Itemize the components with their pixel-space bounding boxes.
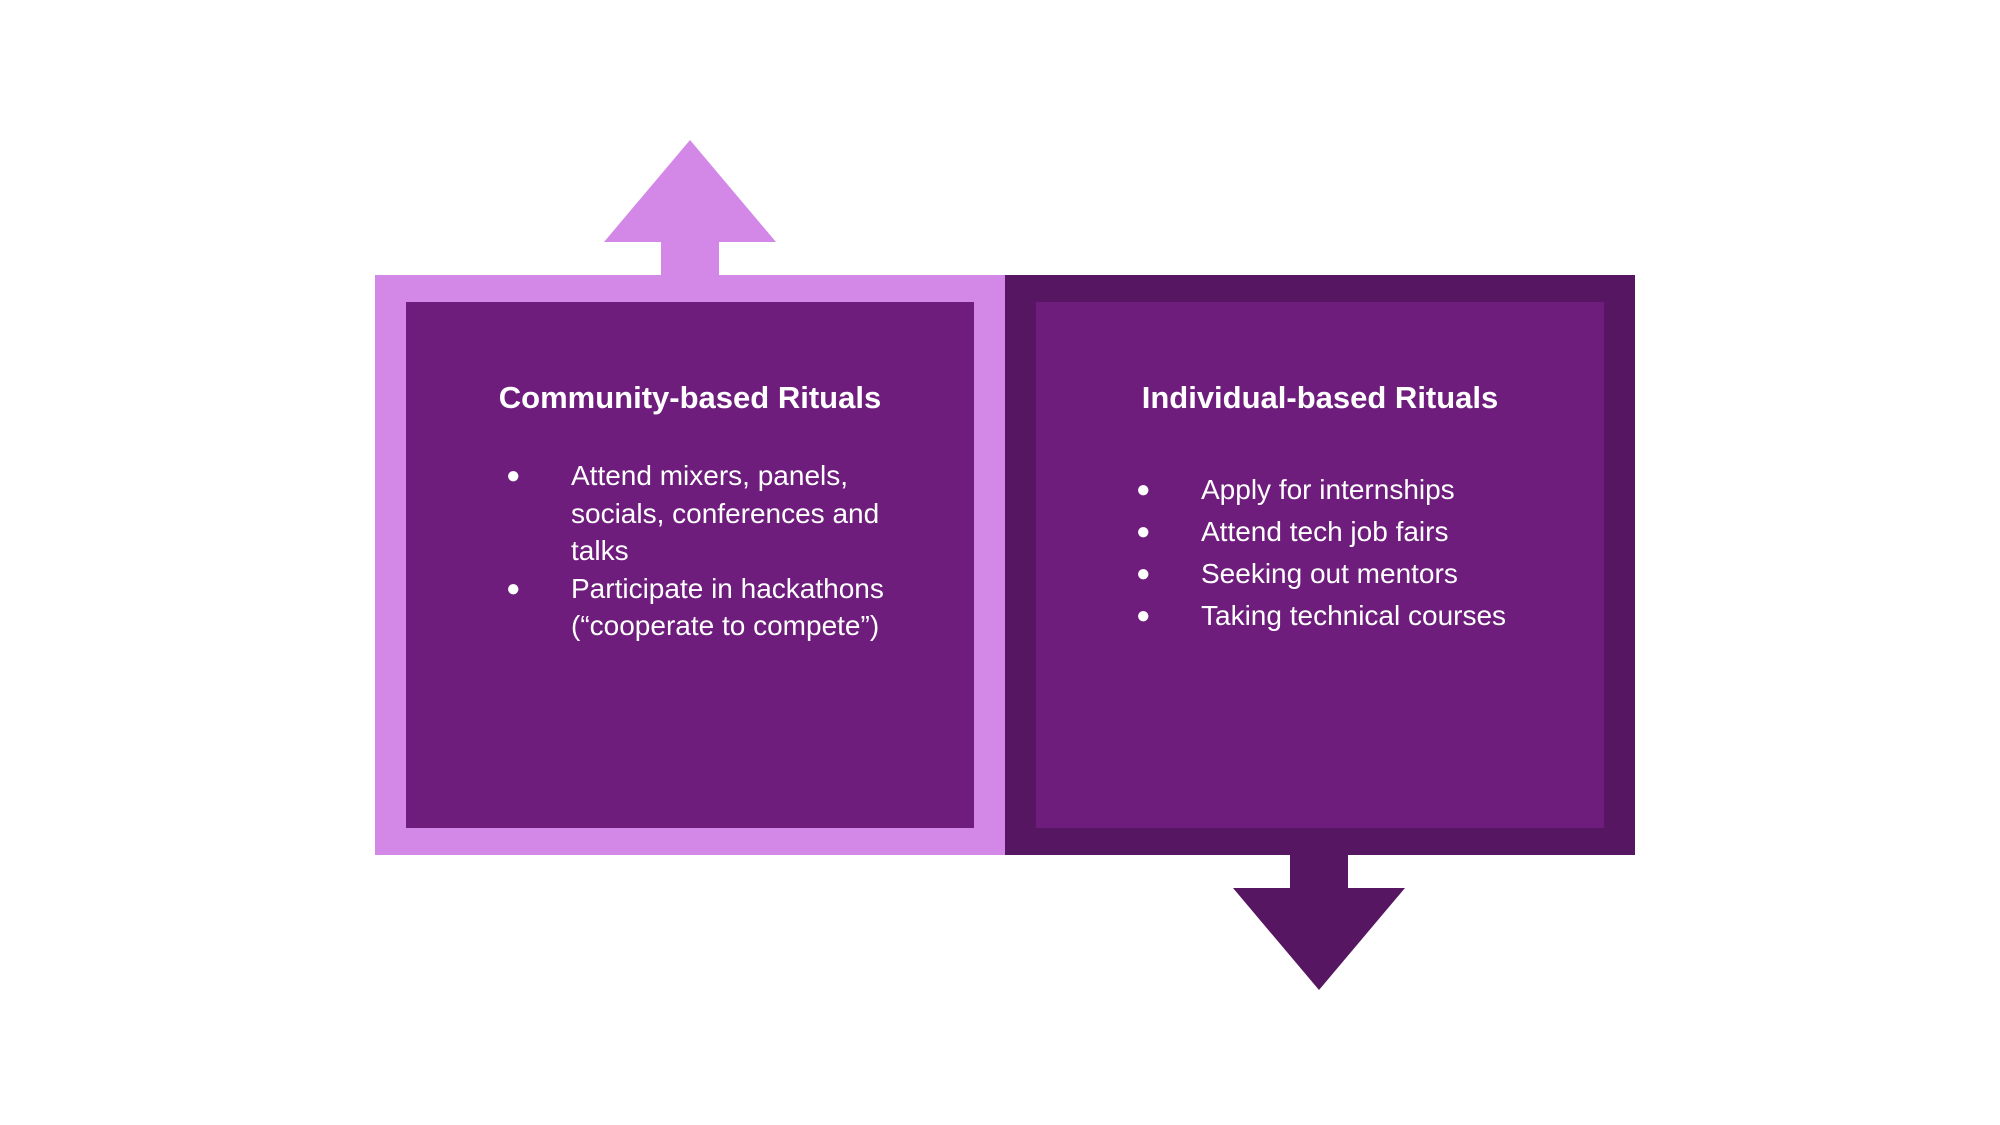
list-item-text: Seeking out mentors: [1201, 558, 1458, 589]
list-item-text: Participate in hackathons (“cooperate to…: [571, 572, 884, 642]
list-item-text: Taking technical courses: [1201, 600, 1507, 631]
bullet-icon: ●: [506, 574, 521, 602]
bullet-icon: ●: [1136, 602, 1151, 629]
community-rituals-title: Community-based Rituals: [498, 380, 882, 415]
list-item-text: Apply for internships: [1201, 474, 1455, 505]
individual-rituals-frame: Individual-based Rituals ● Apply for int…: [1005, 275, 1635, 855]
arrow-up-icon: [604, 140, 776, 280]
bullet-icon: ●: [1136, 560, 1151, 587]
list-item: ● Participate in hackathons (“cooperate …: [506, 570, 906, 645]
bullet-icon: ●: [1136, 476, 1151, 503]
list-item: ● Apply for internships: [1136, 469, 1516, 511]
bullet-icon: ●: [506, 462, 521, 489]
community-rituals-frame: Community-based Rituals ● Attend mixers,…: [375, 275, 1005, 855]
community-rituals-panel: Community-based Rituals ● Attend mixers,…: [406, 302, 974, 828]
community-rituals-list: ● Attend mixers, panels, socials, confer…: [506, 457, 906, 645]
arrow-down-icon: [1233, 850, 1405, 990]
arrow-down-shape: [1233, 850, 1405, 990]
arrow-up-shape: [604, 140, 776, 280]
list-item: ● Seeking out mentors: [1136, 553, 1516, 595]
list-item: ● Attend tech job fairs: [1136, 511, 1516, 553]
list-item: ● Attend mixers, panels, socials, confer…: [506, 457, 906, 570]
bullet-icon: ●: [1136, 518, 1151, 545]
individual-rituals-panel: Individual-based Rituals ● Apply for int…: [1036, 302, 1604, 828]
list-item-text: Attend tech job fairs: [1201, 516, 1449, 547]
individual-rituals-list: ● Apply for internships ● Attend tech jo…: [1136, 469, 1516, 637]
individual-rituals-title: Individual-based Rituals: [1141, 380, 1499, 415]
list-item: ● Taking technical courses: [1136, 595, 1516, 637]
list-item-text: Attend mixers, panels, socials, conferen…: [571, 460, 880, 566]
